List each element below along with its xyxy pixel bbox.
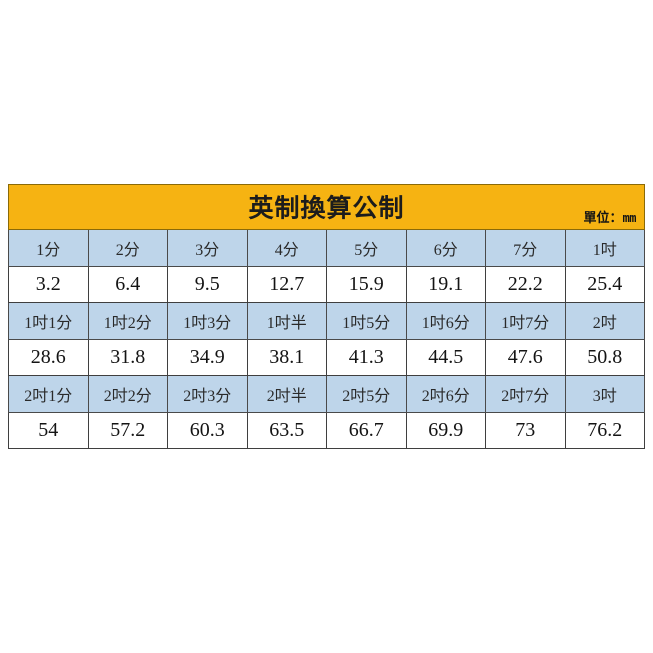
imperial-label-cell: 1分: [8, 229, 89, 267]
imperial-label-cell: 1吋3分: [167, 302, 248, 340]
table-row: 54 57.2 60.3 63.5 66.7 69.9 73 76.2: [8, 412, 645, 449]
imperial-label-cell: 2吋半: [246, 375, 327, 413]
imperial-label-cell: 1吋: [564, 229, 645, 267]
imperial-label-cell: 2吋1分: [8, 375, 89, 413]
imperial-label-cell: 1吋2分: [87, 302, 168, 340]
metric-value-cell: 19.1: [405, 266, 486, 303]
imperial-label-cell: 2吋6分: [405, 375, 486, 413]
unit-value-text: mm: [622, 211, 637, 225]
conversion-table-container: 英制換算公制 單位：mm 1分 2分 3分 4分 5分 6分 7分: [8, 184, 645, 449]
metric-value-cell: 6.4: [87, 266, 168, 303]
imperial-label-cell: 2吋7分: [485, 375, 566, 413]
metric-value-cell: 63.5: [246, 412, 327, 449]
table-row: 3.2 6.4 9.5 12.7 15.9 19.1 22.2 25.4: [8, 266, 645, 303]
unit-annotation: 單位：mm: [583, 207, 637, 226]
metric-value-cell: 44.5: [405, 339, 486, 376]
metric-value-cell: 69.9: [405, 412, 486, 449]
metric-value-cell: 47.6: [485, 339, 566, 376]
table-title-text: 英制換算公制: [248, 195, 405, 223]
metric-value-cell: 41.3: [326, 339, 407, 376]
metric-value-cell: 60.3: [167, 412, 248, 449]
metric-value-cell: 15.9: [326, 266, 407, 303]
imperial-label-cell: 2吋5分: [326, 375, 407, 413]
imperial-label-cell: 1吋5分: [326, 302, 407, 340]
table-row: 1吋1分 1吋2分 1吋3分 1吋半 1吋5分 1吋6分 1吋7分 2吋: [8, 302, 645, 340]
table-title-cell: 英制換算公制 單位：mm: [8, 184, 645, 230]
unit-label-text: 單位：: [583, 210, 623, 225]
imperial-label-cell: 2吋3分: [167, 375, 248, 413]
table-row: 2吋1分 2吋2分 2吋3分 2吋半 2吋5分 2吋6分 2吋7分 3吋: [8, 375, 645, 413]
metric-value-cell: 66.7: [326, 412, 407, 449]
imperial-label-cell: 3吋: [564, 375, 645, 413]
title-bar: 英制換算公制 單位：mm: [9, 185, 644, 229]
metric-value-cell: 34.9: [167, 339, 248, 376]
imperial-to-metric-table: 英制換算公制 單位：mm 1分 2分 3分 4分 5分 6分 7分: [8, 184, 645, 449]
metric-value-cell: 9.5: [167, 266, 248, 303]
metric-value-cell: 50.8: [564, 339, 645, 376]
table-title-row: 英制換算公制 單位：mm: [8, 184, 645, 230]
metric-value-cell: 76.2: [564, 412, 645, 449]
imperial-label-cell: 5分: [326, 229, 407, 267]
metric-value-cell: 12.7: [246, 266, 327, 303]
imperial-label-cell: 2分: [87, 229, 168, 267]
metric-value-cell: 25.4: [564, 266, 645, 303]
imperial-label-cell: 1吋6分: [405, 302, 486, 340]
table-row: 28.6 31.8 34.9 38.1 41.3 44.5 47.6 50.8: [8, 339, 645, 376]
metric-value-cell: 28.6: [8, 339, 89, 376]
metric-value-cell: 22.2: [485, 266, 566, 303]
imperial-label-cell: 7分: [485, 229, 566, 267]
metric-value-cell: 38.1: [246, 339, 327, 376]
metric-value-cell: 73: [485, 412, 566, 449]
metric-value-cell: 54: [8, 412, 89, 449]
imperial-label-cell: 2吋2分: [87, 375, 168, 413]
metric-value-cell: 31.8: [87, 339, 168, 376]
imperial-label-cell: 1吋7分: [485, 302, 566, 340]
table-row: 1分 2分 3分 4分 5分 6分 7分 1吋: [8, 229, 645, 267]
metric-value-cell: 57.2: [87, 412, 168, 449]
table-body: 英制換算公制 單位：mm 1分 2分 3分 4分 5分 6分 7分: [8, 184, 645, 449]
imperial-label-cell: 1吋1分: [8, 302, 89, 340]
metric-value-cell: 3.2: [8, 266, 89, 303]
imperial-label-cell: 3分: [167, 229, 248, 267]
imperial-label-cell: 6分: [405, 229, 486, 267]
imperial-label-cell: 2吋: [564, 302, 645, 340]
imperial-label-cell: 1吋半: [246, 302, 327, 340]
imperial-label-cell: 4分: [246, 229, 327, 267]
